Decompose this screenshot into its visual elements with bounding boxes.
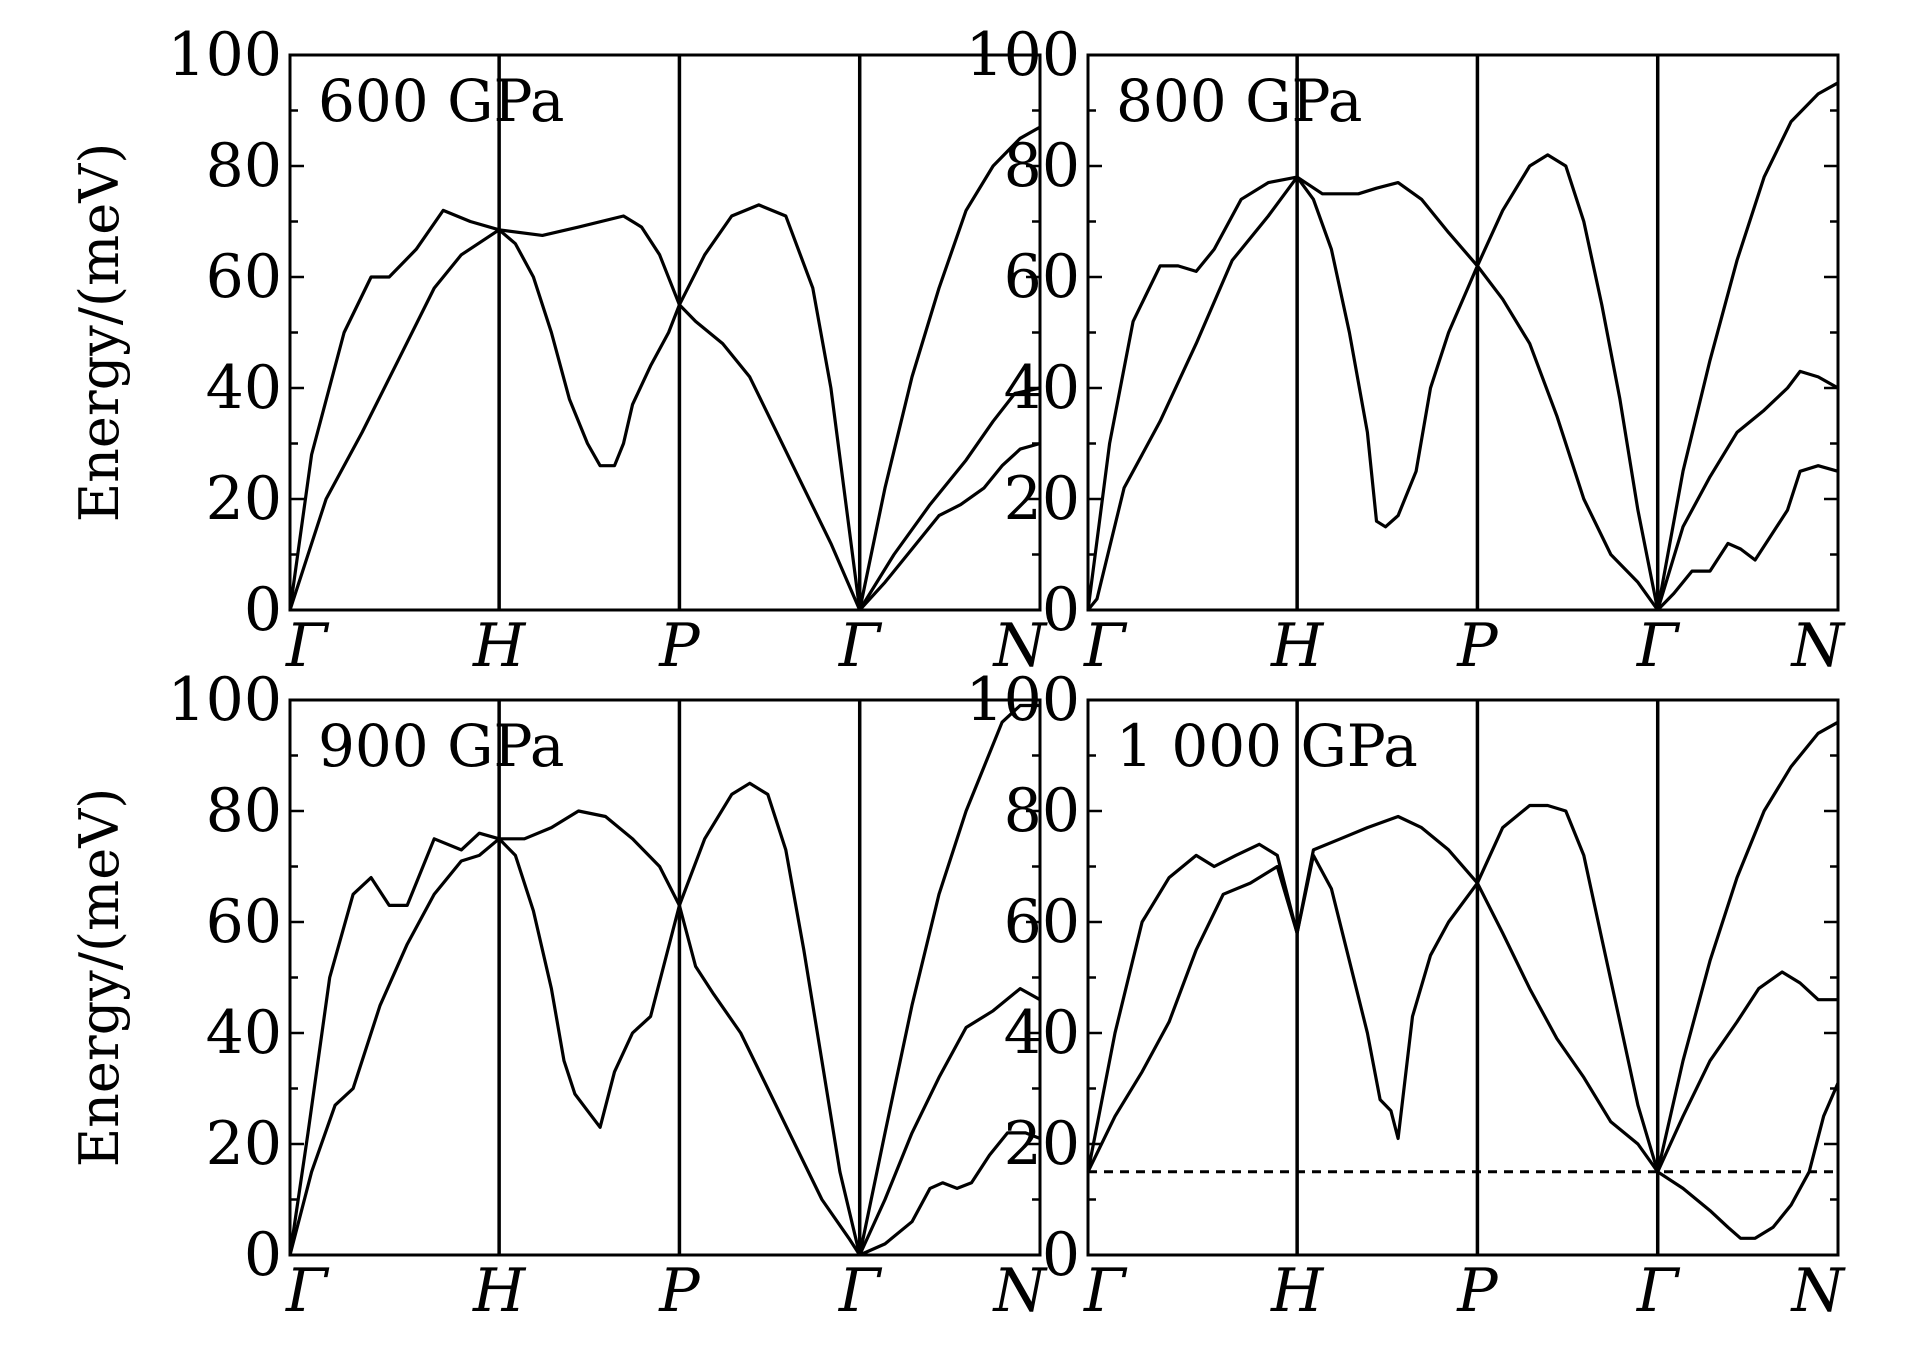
x-tick-label: Γ [838,611,883,681]
y-tick-label: 60 [1004,242,1080,312]
y-tick-label: 60 [206,887,282,957]
x-tick-label: Γ [838,1256,883,1326]
phonon-branch-6 [677,904,862,1256]
y-tick-label: 40 [1004,998,1080,1068]
x-tick-label: N [992,611,1049,681]
phonon-branch-2 [288,837,501,1256]
phonon-branch-9 [1656,1082,1840,1240]
y-tick-label: 80 [206,776,282,846]
x-tick-label: H [1270,1256,1325,1326]
x-tick-label: Γ [285,1256,330,1326]
x-tick-label: P [1456,611,1499,681]
phonon-branch-4 [498,214,681,306]
phonon-branch-6 [678,303,862,611]
y-tick-label: 0 [244,575,282,645]
y-tick-label: 80 [1004,131,1080,201]
y-tick-label: 60 [1004,887,1080,957]
phonon-branch-7 [1656,81,1839,611]
x-tick-label: P [1456,1256,1499,1326]
phonon-branch-7 [1656,720,1839,1173]
y-tick-label: 40 [206,353,282,423]
phonon-branch-6 [1475,882,1660,1173]
y-tick-label: 20 [206,1109,282,1179]
x-tick-label: H [472,611,527,681]
y-tick-label: 100 [167,665,282,735]
y-axis-title: Energy/(meV) [68,143,131,523]
phonon-branch-1 [1086,175,1298,611]
panel-label: 800 GPa [1116,67,1362,135]
phonon-branch-8 [1656,970,1838,1173]
panel-label: 900 GPa [318,712,564,780]
y-axis-title: Energy/(meV) [68,788,131,1168]
phonon-branch-2 [288,228,500,611]
phonon-branch-2 [1086,176,1299,612]
phonon-branch-1 [1086,842,1299,1173]
phonon-branch-5 [677,203,862,611]
phonon-branch-8 [858,987,1041,1256]
plot-frame [288,53,1042,612]
y-tick-label: 0 [1042,575,1080,645]
x-tick-label: Γ [1636,1256,1681,1326]
x-tick-label: Γ [1636,611,1681,681]
x-tick-label: N [992,1256,1049,1326]
phonon-branch-4 [1295,814,1479,934]
x-tick-label: Γ [1083,611,1128,681]
y-tick-label: 20 [1004,464,1080,534]
y-tick-label: 100 [965,665,1080,735]
phonon-branch-3 [1295,853,1479,1141]
y-tick-label: 60 [206,242,282,312]
phonon-branch-7 [858,703,1040,1256]
panel-label: 600 GPa [318,67,564,135]
x-tick-label: H [472,1256,527,1326]
phonon-branch-9 [1656,464,1839,612]
phonon-branch-5 [1475,153,1660,611]
phonon-branch-9 [859,1131,1041,1257]
phonon-branch-1 [288,831,500,1256]
phonon-branch-1 [288,208,500,611]
x-tick-label: Γ [1083,1256,1128,1326]
phonon-branch-8 [858,386,1041,611]
phonon-branch-5 [677,781,862,1256]
y-tick-label: 100 [965,20,1080,90]
y-tick-label: 80 [1004,776,1080,846]
chart-panel-3: 0 20 40 60 80 100 Γ H P Γ N 900 GPa Energy/(meV) [68,665,1049,1326]
phonon-branch-4 [1296,175,1479,267]
x-tick-label: H [1270,611,1325,681]
phonon-branch-3 [498,228,681,468]
phonon-branch-9 [858,441,1041,612]
y-tick-label: 40 [206,998,282,1068]
y-tick-label: 20 [1004,1109,1080,1179]
x-tick-label: N [1790,1256,1847,1326]
plot-frame [288,698,1042,1257]
x-tick-label: P [658,611,701,681]
y-tick-label: 0 [1042,1220,1080,1290]
phonon-branch-2 [1086,864,1299,1173]
phonon-branch-6 [1476,264,1660,611]
phonon-branch-3 [497,837,681,1129]
x-tick-label: P [658,1256,701,1326]
y-tick-label: 0 [244,1220,282,1290]
x-tick-label: N [1790,611,1847,681]
phonon-branch-7 [858,125,1041,611]
phonon-branch-4 [499,809,681,907]
y-tick-label: 100 [167,20,282,90]
phonon-branch-8 [1656,369,1839,611]
phonon-branch-5 [1475,803,1660,1173]
phonon-branch-3 [1295,176,1479,529]
y-tick-label: 20 [206,464,282,534]
y-tick-label: 80 [206,131,282,201]
chart-panel-1: 0 20 40 60 80 100 Γ H P Γ N 600 GPa Energy/(meV) [68,20,1049,681]
y-tick-label: 40 [1004,353,1080,423]
panel-label: 1 000 GPa [1116,712,1418,780]
x-tick-label: Γ [285,611,330,681]
